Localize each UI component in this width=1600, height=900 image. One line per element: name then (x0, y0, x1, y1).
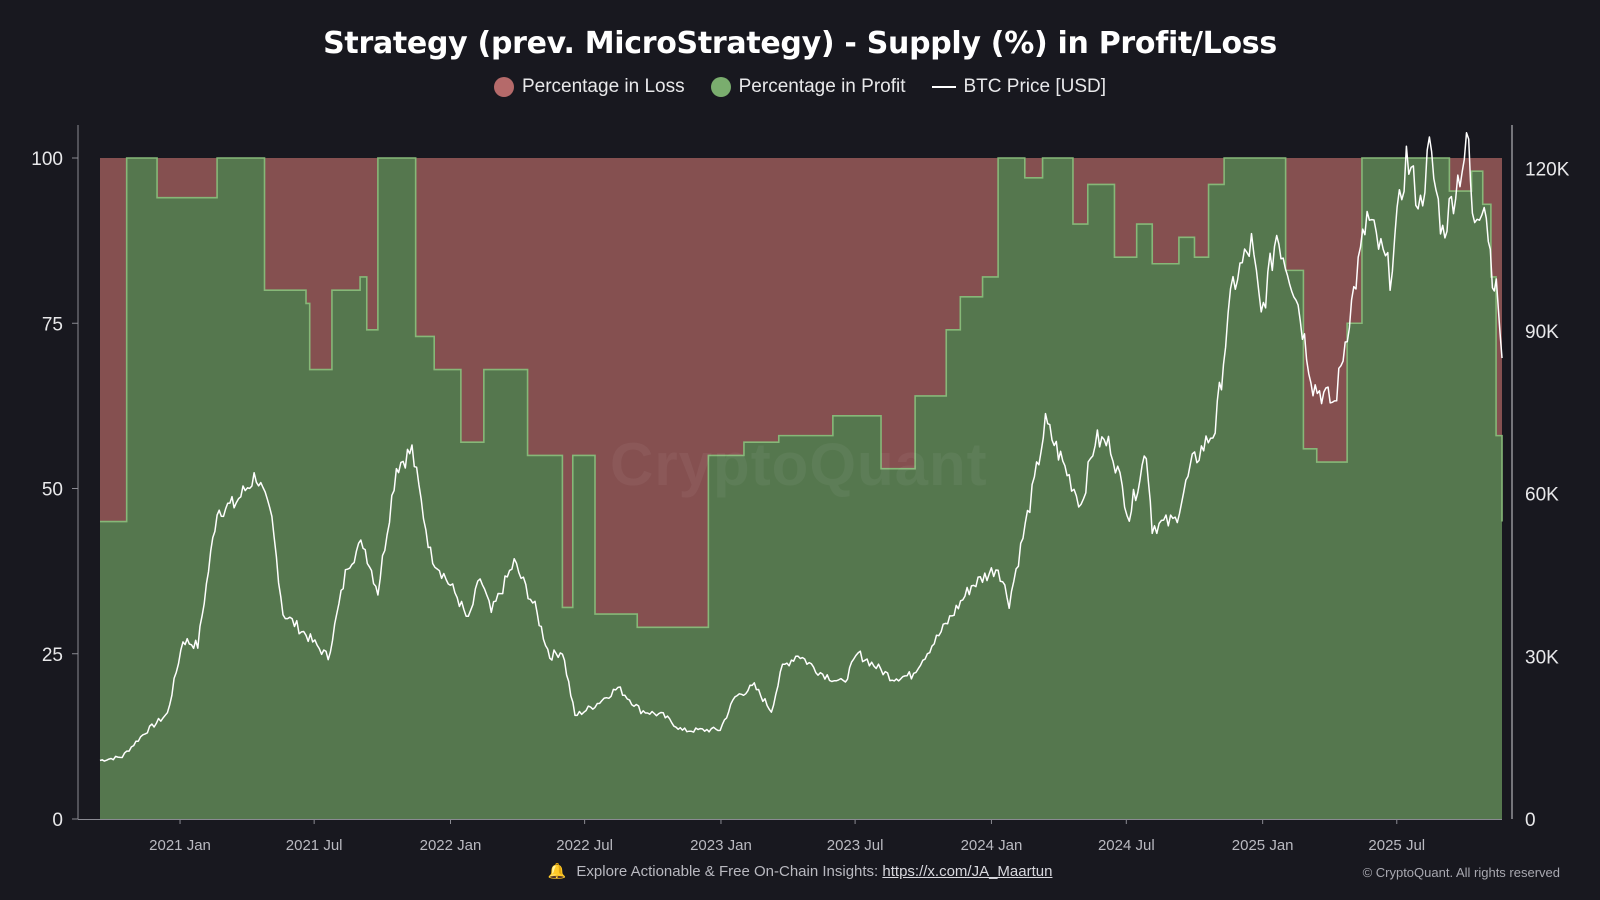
legend-label-price: BTC Price [USD] (963, 76, 1107, 97)
profit-dot-icon (710, 77, 731, 97)
x-tick-label: 2024 Jan (961, 837, 1023, 854)
x-tick-label: 2023 Jul (827, 837, 884, 854)
right-tick-label: 0 (1525, 810, 1536, 831)
footer-text: Explore Actionable & Free On-Chain Insig… (576, 863, 879, 880)
x-tick-label: 2025 Jul (1368, 837, 1425, 854)
footer: 🔔 Explore Actionable & Free On-Chain Ins… (0, 862, 1600, 880)
legend: Percentage in Loss Percentage in Profit … (0, 76, 1600, 98)
x-tick-label: 2022 Jul (556, 837, 613, 854)
left-tick-label: 50 (42, 480, 63, 501)
right-tick-label: 90K (1525, 322, 1559, 343)
right-tick-label: 30K (1525, 647, 1559, 668)
x-tick-label: 2021 Jul (286, 837, 343, 854)
right-axis-ticks: 0 30K 60K 90K 120K (1525, 159, 1570, 831)
right-tick-label: 120K (1525, 159, 1570, 180)
left-tick-label: 75 (42, 314, 63, 335)
x-tick-label: 2024 Jul (1098, 837, 1155, 854)
footer-link[interactable]: https://x.com/JA_Maartun (882, 863, 1053, 880)
right-tick-label: 60K (1525, 485, 1559, 506)
price-line-icon (931, 86, 956, 88)
btc-price-line (99, 132, 1503, 762)
profit-area (100, 158, 1502, 819)
x-axis-ticks: 2021 Jan 2021 Jul 2022 Jan 2022 Jul 2023 Jan… (149, 819, 1425, 854)
chart-title: Strategy (prev. MicroStrategy) - Supply … (323, 26, 1277, 61)
loss-dot-icon (493, 77, 514, 97)
x-tick-label: 2023 Jan (690, 837, 752, 854)
x-tick-label: 2025 Jan (1232, 837, 1294, 854)
watermark: CryptoQuant (610, 431, 988, 498)
profit-edge-line (100, 157, 1503, 629)
legend-item-loss[interactable]: Percentage in Loss (493, 76, 685, 98)
axes (77, 125, 1513, 820)
legend-label-profit: Percentage in Profit (738, 76, 906, 97)
left-axis-ticks: 0 25 50 75 100 (31, 149, 78, 831)
x-tick-label: 2022 Jan (420, 837, 482, 854)
price-layer (99, 132, 1503, 762)
left-tick-label: 100 (31, 149, 63, 170)
copyright: © CryptoQuant. All rights reserved (1362, 865, 1560, 880)
left-tick-label: 0 (52, 810, 63, 831)
legend-item-price[interactable]: BTC Price [USD] (931, 76, 1107, 98)
bell-icon: 🔔 (547, 863, 567, 880)
legend-item-profit[interactable]: Percentage in Profit (710, 76, 906, 98)
legend-label-loss: Percentage in Loss (521, 76, 685, 97)
x-tick-label: 2021 Jan (149, 837, 211, 854)
left-tick-label: 25 (42, 645, 63, 666)
